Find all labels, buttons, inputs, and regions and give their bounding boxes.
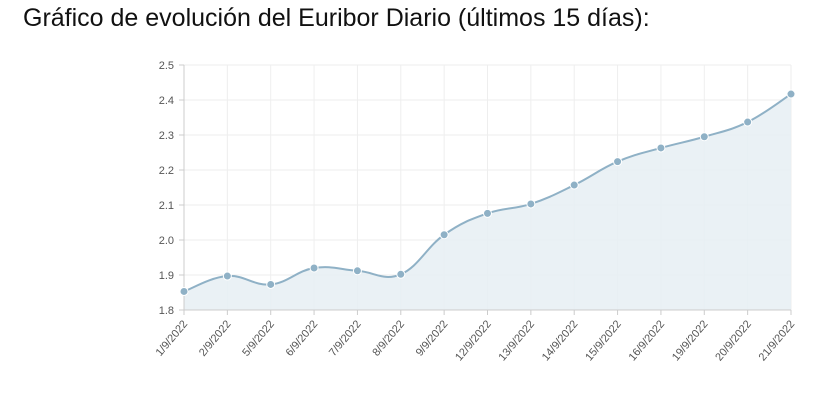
y-tick-label: 2.5: [159, 60, 174, 72]
data-point[interactable]: [526, 199, 536, 209]
x-tick-label: 6/9/2022: [284, 318, 321, 359]
page-title: Gráfico de evolución del Euribor Diario …: [23, 4, 650, 32]
data-point[interactable]: [483, 208, 492, 218]
x-tick-label: 9/9/2022: [414, 318, 451, 359]
data-points: [179, 89, 796, 296]
y-tick-label: 2.0: [159, 235, 174, 247]
x-tick-label: 19/9/2022: [670, 318, 711, 363]
y-tick-label: 1.8: [159, 305, 174, 317]
x-tick-label: 15/9/2022: [583, 318, 624, 363]
data-point[interactable]: [396, 269, 406, 279]
data-point[interactable]: [352, 266, 362, 276]
x-tick-labels: 1/9/2022 2/9/2022 5/9/2022 6/9/2022 7/9/2022…: [154, 318, 798, 363]
x-tick-label: 13/9/2022: [497, 318, 538, 363]
x-tick-label: 16/9/2022: [627, 318, 668, 363]
y-tick-label: 2.1: [159, 200, 174, 212]
data-point[interactable]: [222, 271, 232, 281]
x-tick-label: 20/9/2022: [713, 318, 754, 363]
y-tick-label: 2.4: [159, 95, 174, 107]
x-tick-label: 8/9/2022: [370, 318, 407, 359]
x-tick-label: 21/9/2022: [757, 318, 798, 363]
data-point[interactable]: [439, 230, 449, 240]
data-point[interactable]: [699, 132, 709, 142]
data-point[interactable]: [179, 286, 189, 296]
y-tick-label: 2.2: [159, 165, 174, 177]
x-tick-label: 2/9/2022: [197, 318, 234, 359]
data-point[interactable]: [786, 89, 796, 99]
y-tick-labels: 1.8 1.9 2.0 2.1 2.2 2.3 2.4 2.5: [159, 60, 174, 317]
x-tick-label: 14/9/2022: [540, 318, 581, 363]
data-point[interactable]: [743, 117, 753, 127]
data-point[interactable]: [656, 143, 666, 153]
x-tick-label: 1/9/2022: [154, 318, 191, 359]
x-tick-label: 12/9/2022: [453, 318, 494, 363]
y-tick-label: 2.3: [159, 130, 174, 142]
data-point[interactable]: [569, 180, 579, 190]
x-tick-label: 7/9/2022: [327, 318, 364, 359]
data-point[interactable]: [613, 157, 623, 167]
data-point[interactable]: [309, 263, 319, 273]
data-point[interactable]: [266, 279, 276, 289]
x-tick-label: 5/9/2022: [240, 318, 277, 359]
axes: [179, 64, 792, 315]
y-tick-label: 1.9: [159, 270, 174, 282]
area-fill: [184, 94, 791, 310]
